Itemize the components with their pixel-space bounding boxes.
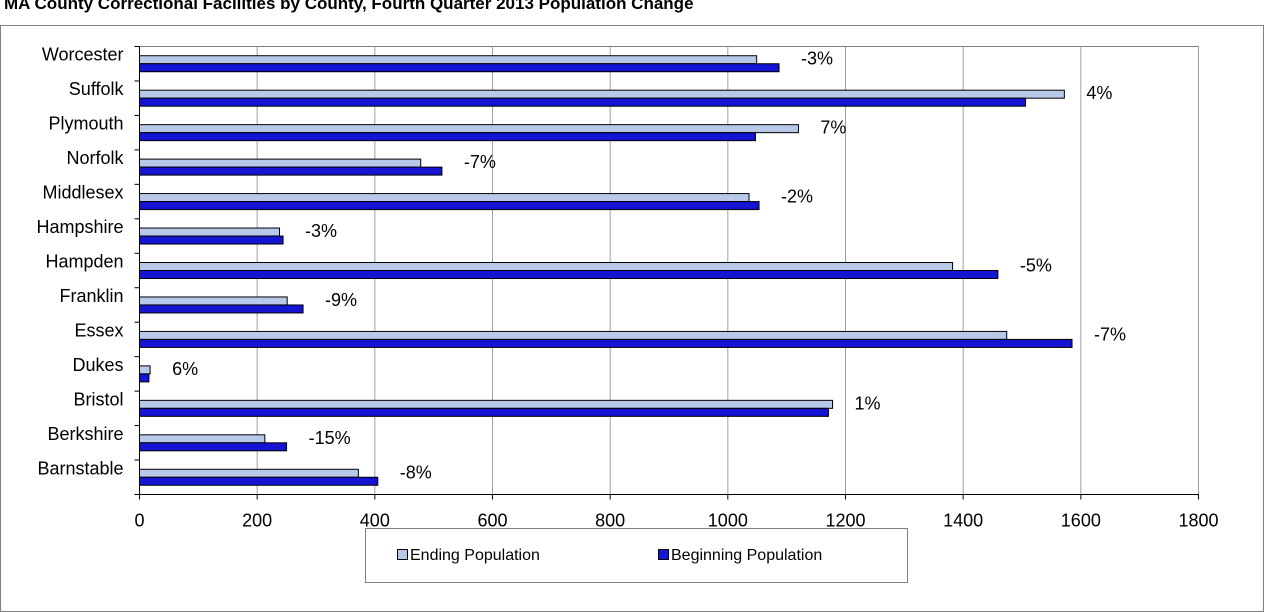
data-label-essex: -7% <box>1094 324 1126 344</box>
bar-ending-hampshire <box>139 227 281 237</box>
bar-beginning-worcester <box>139 63 780 73</box>
bar-beginning-hampshire <box>139 235 284 245</box>
data-label-plymouth: 7% <box>820 118 846 138</box>
x-tick-label: 400 <box>360 511 390 531</box>
legend-label-ending: Ending Population <box>410 547 540 564</box>
x-tick-label: 800 <box>595 511 625 531</box>
x-tick-label: 1600 <box>1061 511 1101 531</box>
legend-swatch-ending <box>397 549 408 560</box>
bar-beginning-middlesex <box>139 201 760 211</box>
bar-ending-berkshire <box>139 434 266 444</box>
x-axis-ticks: 0 200 400 600 800 1000 1200 1400 1600 1800 <box>134 494 1219 531</box>
category-label-worcester: Worcester <box>42 45 124 65</box>
bar-beginning-franklin <box>139 304 304 314</box>
category-label-dukes: Dukes <box>72 355 123 375</box>
data-label-norfolk: -7% <box>464 152 496 172</box>
data-label-barnstable: -8% <box>400 462 432 482</box>
bar-beginning-suffolk <box>139 97 1027 107</box>
x-tick-label: 1200 <box>825 511 865 531</box>
data-label-bristol: 1% <box>855 393 881 413</box>
x-tick-label: 1400 <box>943 511 983 531</box>
legend: Ending Population Beginning Population <box>365 528 908 583</box>
x-tick-label: 600 <box>477 511 507 531</box>
data-labels: -8% -15% 1% 6% -7% -9% -5% -3% -2% -7% 7% 4% -3% <box>172 49 1126 483</box>
bar-ending-franklin <box>139 296 288 306</box>
data-label-worcester: -3% <box>801 49 833 69</box>
data-label-middlesex: -2% <box>781 187 813 207</box>
bar-beginning-hampden <box>139 270 999 279</box>
category-label-barnstable: Barnstable <box>37 458 123 478</box>
bar-ending-middlesex <box>139 193 750 203</box>
x-tick-label: 200 <box>242 511 272 531</box>
bars <box>139 55 1073 486</box>
bar-ending-suffolk <box>139 89 1065 99</box>
x-tick-label: 1000 <box>708 511 748 531</box>
bar-ending-worcester <box>139 55 758 65</box>
bar-beginning-norfolk <box>139 166 443 176</box>
category-label-franklin: Franklin <box>59 286 123 306</box>
chart-title: MA County Correctional Facilities by Cou… <box>4 0 694 13</box>
category-labels: Barnstable Berkshire Bristol Dukes Essex Fran… <box>36 45 124 479</box>
bar-ending-norfolk <box>139 158 422 168</box>
bar-ending-bristol <box>139 399 834 409</box>
category-label-norfolk: Norfolk <box>66 148 124 168</box>
category-label-suffolk: Suffolk <box>69 79 125 99</box>
data-label-dukes: 6% <box>172 359 198 379</box>
legend-label-beginning: Beginning Population <box>671 547 822 564</box>
bar-beginning-bristol <box>139 407 829 417</box>
category-label-berkshire: Berkshire <box>47 424 123 444</box>
bar-ending-hampden <box>139 262 954 271</box>
bar-beginning-dukes <box>139 373 150 383</box>
data-label-berkshire: -15% <box>309 428 351 448</box>
bar-beginning-plymouth <box>139 132 756 142</box>
category-label-essex: Essex <box>74 320 123 340</box>
category-label-plymouth: Plymouth <box>48 114 123 134</box>
data-label-hampshire: -3% <box>305 221 337 241</box>
bar-beginning-barnstable <box>139 476 379 486</box>
category-label-middlesex: Middlesex <box>42 183 123 203</box>
bar-beginning-berkshire <box>139 442 288 452</box>
x-tick-label: 0 <box>134 511 144 531</box>
bar-ending-essex <box>139 330 1008 340</box>
legend-box <box>365 528 908 583</box>
bar-beginning-essex <box>139 338 1073 348</box>
x-tick-label: 1800 <box>1178 511 1218 531</box>
bar-ending-plymouth <box>139 124 799 134</box>
category-label-bristol: Bristol <box>73 389 123 409</box>
category-label-hampden: Hampden <box>45 252 123 272</box>
data-label-hampden: -5% <box>1020 256 1052 276</box>
bar-ending-barnstable <box>139 468 359 478</box>
bar-ending-dukes <box>139 365 151 375</box>
legend-swatch-beginning <box>658 549 669 560</box>
category-ticks <box>134 46 140 495</box>
data-label-franklin: -9% <box>325 290 357 310</box>
data-label-suffolk: 4% <box>1086 83 1112 103</box>
category-label-hampshire: Hampshire <box>36 217 123 237</box>
